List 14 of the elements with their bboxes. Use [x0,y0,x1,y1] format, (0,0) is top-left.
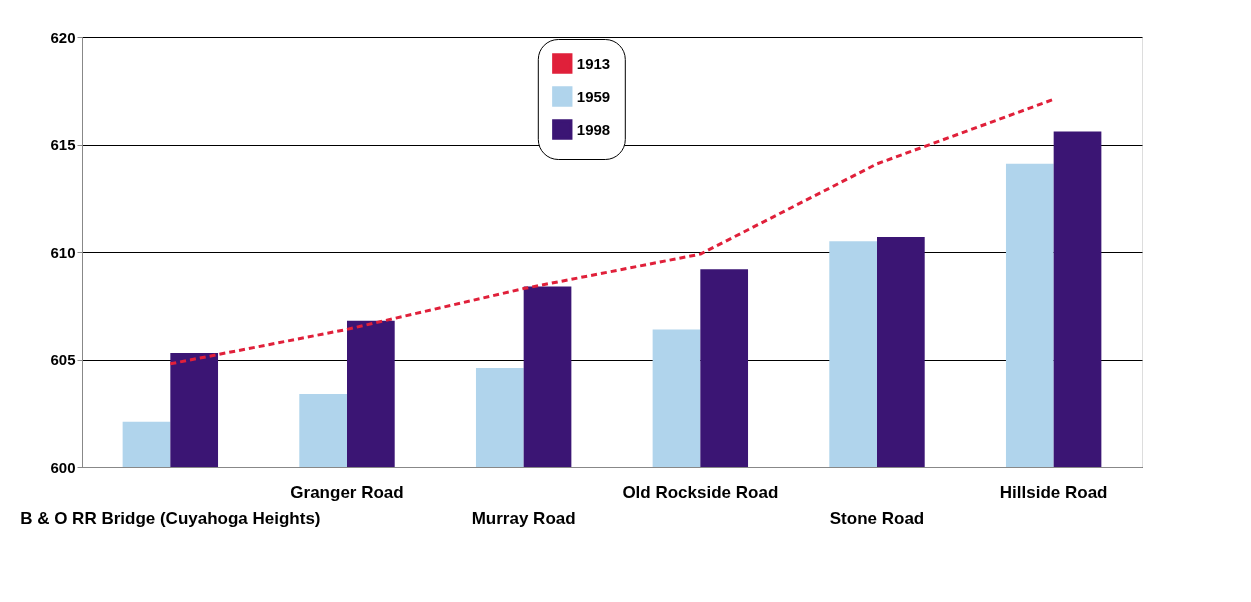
y-tick-label: 620 [50,28,76,46]
y-tick-label: 600 [50,458,76,476]
y-tick-label: 615 [50,136,76,153]
x-tick-label: Stone Road [829,509,925,528]
x-tick-label: Old Rockside Road [622,483,779,502]
legend-label: 1913 [576,54,611,72]
legend-label: 1959 [576,87,611,105]
x-tick-label: Hillside Road [999,483,1108,502]
legend-label: 1998 [576,120,611,138]
y-tick-label: 605 [50,351,76,368]
x-tick-label: Granger Road [290,483,404,502]
x-tick-label: Murray Road [471,509,576,528]
y-tick-label: 610 [50,243,76,261]
x-tick-label: B & O RR Bridge (Cuyahoga Heights) [20,509,321,528]
